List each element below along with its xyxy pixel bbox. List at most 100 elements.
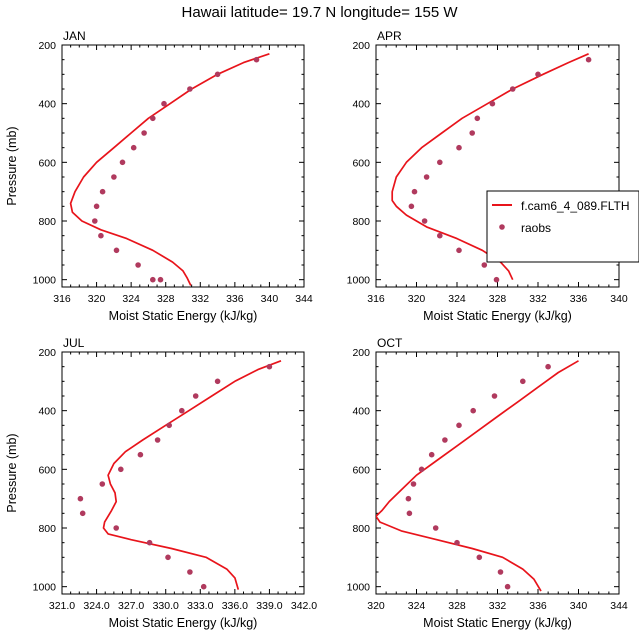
apr-raobs-point	[474, 115, 481, 122]
legend-entry-raobs: raobs	[521, 221, 551, 235]
jan-raobs-point	[113, 247, 120, 254]
oct-raobs-point	[410, 481, 417, 487]
apr-xtick-label: 336	[570, 293, 588, 305]
jul-xtick-label: 333.0	[187, 600, 213, 612]
apr-raobs-point	[437, 159, 443, 166]
apr-xtick-label: 320	[408, 293, 426, 305]
apr-ytick-label: 600	[352, 157, 370, 169]
chart-panel-jul: JUL 321.0 324.0 327.0 330.0 333.0 336.0 339.0 34…	[5, 336, 317, 630]
jul-raobs-point	[99, 481, 106, 487]
jan-raobs-point	[150, 276, 156, 283]
oct-xtick-label: 328	[448, 600, 466, 612]
jul-ytick-label: 800	[38, 523, 56, 535]
legend-marker-sample	[499, 224, 505, 230]
oct-x-axis-label: Moist Static Energy (kJ/kg)	[423, 616, 572, 630]
oct-ytick-label: 800	[352, 523, 370, 535]
jan-raobs-point	[99, 188, 106, 195]
jan-xtick-label: 332	[192, 293, 210, 305]
legend-box	[486, 190, 639, 263]
apr-raobs-point	[408, 203, 415, 210]
oct-raobs-point	[491, 393, 498, 399]
jan-raobs-point	[135, 262, 141, 268]
oct-raobs-point	[520, 378, 526, 385]
jul-raobs-point	[79, 510, 86, 517]
jan-panel-title: JAN	[63, 29, 86, 43]
legend: f.cam6_4_089.FLTH raobs	[486, 190, 639, 263]
jul-raobs-point	[113, 525, 119, 531]
jul-raobs-point	[166, 422, 172, 429]
oct-xtick-label: 332	[489, 600, 507, 612]
jan-raobs-point	[141, 130, 147, 136]
jul-xtick-label: 339.0	[256, 600, 282, 612]
jan-xtick-label: 328	[157, 293, 175, 305]
oct-raobs-point	[432, 525, 439, 531]
chart-panel-apr: APR 316 320 324 328 332 336 340 200 400 600 800 1000…	[347, 29, 628, 323]
oct-raobs-point	[428, 451, 435, 458]
jan-ytick-label: 400	[38, 99, 56, 111]
oct-ytick-label: 200	[352, 347, 370, 359]
jan-raobs-point	[253, 56, 260, 63]
apr-raobs-point	[481, 262, 488, 268]
jan-ytick-label: 1000	[33, 275, 57, 287]
apr-raobs-point	[423, 174, 430, 180]
oct-raobs-point	[476, 554, 483, 561]
oct-xtick-label: 344	[610, 600, 628, 612]
oct-raobs-point	[545, 363, 551, 370]
oct-xtick-label: 336	[529, 600, 547, 612]
jul-raobs-point	[118, 466, 124, 473]
apr-raobs-point	[509, 86, 516, 92]
chart-panel-jan: JAN 316 320 324 328 332 336 340 344 200 400 600 800 1…	[5, 29, 313, 323]
apr-raobs-point	[456, 247, 462, 254]
apr-xtick-label: 328	[489, 293, 507, 305]
jul-ytick-label: 400	[38, 406, 56, 418]
jan-y-axis-label: Pressure (mb)	[5, 126, 19, 205]
jul-raobs-point	[214, 378, 221, 385]
apr-raobs-point	[437, 232, 443, 239]
jul-raobs-point	[77, 495, 84, 502]
jan-raobs-point	[111, 174, 117, 180]
apr-model-line	[391, 53, 589, 281]
jul-ytick-label: 1000	[33, 582, 57, 594]
apr-raobs-point	[456, 144, 462, 151]
apr-xtick-label: 340	[610, 293, 628, 305]
oct-panel-title: OCT	[377, 336, 403, 350]
jan-ytick-label: 200	[38, 40, 56, 52]
oct-raobs-point	[456, 422, 462, 429]
oct-ytick-label: 1000	[347, 582, 371, 594]
oct-raobs-point	[406, 510, 413, 517]
apr-xtick-label: 332	[529, 293, 547, 305]
jul-panel-title: JUL	[63, 336, 85, 350]
apr-ytick-label: 400	[352, 99, 370, 111]
jan-raobs-point	[187, 86, 193, 92]
apr-raobs-point	[585, 56, 592, 63]
jul-raobs-point	[137, 451, 144, 458]
jul-ytick-label: 200	[38, 347, 56, 359]
jul-raobs-point	[165, 554, 171, 561]
jul-xtick-label: 324.0	[83, 600, 109, 612]
jan-raobs-point	[92, 218, 98, 224]
panels-group: JAN 316 320 324 328 332 336 340 344 200 400 600 800 1…	[5, 29, 628, 630]
jul-raobs-point	[200, 583, 207, 590]
jan-xtick-label: 340	[261, 293, 279, 305]
apr-raobs-point	[411, 188, 418, 195]
jan-raobs-point	[150, 115, 156, 122]
oct-raobs-point	[454, 539, 460, 546]
oct-raobs-point	[418, 466, 425, 473]
apr-raobs-point	[469, 130, 476, 136]
jul-xtick-label: 336.0	[222, 600, 248, 612]
jul-xtick-label: 327.0	[118, 600, 144, 612]
jan-raobs-point	[214, 71, 221, 78]
oct-model-line	[376, 360, 579, 592]
oct-raobs-point	[470, 407, 477, 414]
apr-ytick-label: 800	[352, 216, 370, 228]
oct-raobs-point	[497, 569, 504, 575]
jan-ytick-label: 800	[38, 216, 56, 228]
legend-entry-model: f.cam6_4_089.FLTH	[521, 199, 630, 213]
jul-raobs-point	[192, 393, 199, 399]
jul-raobs-point	[187, 569, 193, 575]
jan-raobs-point	[93, 203, 100, 210]
oct-ytick-label: 400	[352, 406, 370, 418]
jan-raobs-point	[119, 159, 126, 166]
apr-raobs-point	[535, 71, 541, 78]
jan-raobs-point	[130, 144, 137, 151]
